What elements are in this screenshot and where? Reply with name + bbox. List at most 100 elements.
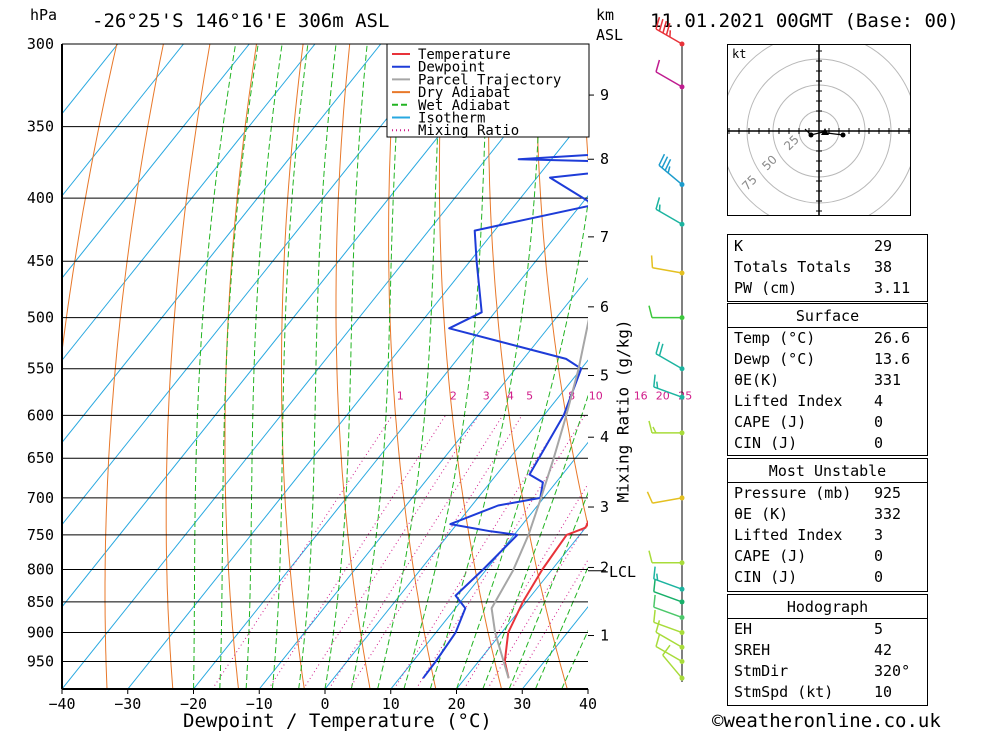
km-tick-label: 1 [600,627,609,645]
wind-barb-feather [661,156,669,169]
wind-barb-staff [653,590,683,603]
km-tick-label: 2 [600,558,609,576]
index-value: 26.6 [874,329,911,347]
wind-barb-staff [652,267,683,274]
wind-barb [655,341,685,372]
wind-barb-feather [653,374,656,387]
location-title: -26°25'S 146°16'E 306m ASL [92,10,390,32]
surface-row: Lifted Index 4 [734,391,921,412]
background-lines [62,26,720,689]
km-tick-label: 6 [600,298,609,316]
index-label: StmDir [734,662,789,680]
wet-adiabat-line [377,44,443,689]
legend-entry: Dry Adiabat [418,85,511,101]
isotherm-line [62,44,513,608]
x-tick-label: −40 [48,695,75,713]
wet-adiabat-line [456,199,588,689]
index-label: θE (K) [734,505,789,523]
wind-barb-staff [653,606,683,619]
y-tick-label: 300 [27,35,54,53]
index-label: EH [734,620,753,638]
mixing-ratio-axis-label: Mixing Ratio (g/kg) [613,319,633,503]
isotherm-line [390,441,588,689]
wind-barb-dot [679,495,685,501]
storm-motion-marker [821,128,829,135]
wind-barb-feather [656,573,659,581]
hodograph-unit: kt [732,47,747,61]
wind-barb-staff [655,631,683,648]
wind-barb-staff [655,353,683,370]
copyright-footer: ©weatheronline.co.uk [712,710,941,732]
mixing-ratio-label: 3 [483,390,490,403]
wet-adiabat-line [193,44,237,689]
table-divider [728,618,927,619]
wind-barb-dot [679,630,685,636]
wind-barb-staff [653,578,683,590]
y-tick-label: 950 [27,653,54,671]
mixing-ratio-line [463,483,588,689]
km-tick-label: 3 [600,498,609,516]
index-value: 0 [874,413,884,431]
dry-adiabat-line [438,44,502,689]
x-tick-label: 20 [447,695,465,713]
index-row-k: K 29 [734,236,921,257]
skewt-chart: 1 2 3 4 5 8 10 16 20 2530035040045050055060065070… [27,16,720,713]
wind-barb-staff [653,386,683,398]
index-value: 0 [874,434,884,452]
km-tick-label: 7 [600,228,609,246]
most-unstable-title: Most Unstable [768,462,887,480]
x-tick-label: 40 [579,695,597,713]
wet-adiabat-line [298,44,337,689]
y-tick-label: 700 [27,489,54,507]
most-unstable-row: Pressure (mb) 925 [734,483,921,504]
index-label: PW (cm) [734,279,798,297]
dry-adiabat-line [629,26,720,689]
height-unit-km: km [596,6,615,24]
mixing-ratio-label: 10 [589,390,603,403]
index-row-pw: PW (cm) 3.11 [734,278,921,299]
wet-adiabat-line [219,44,259,689]
dry-adiabat-line [104,44,164,689]
legend-entry: Wet Adiabat [418,98,511,114]
wind-barb [655,620,685,650]
wind-barb-feather [653,594,656,608]
y-tick-label: 600 [27,406,54,424]
index-value: 0 [874,547,884,565]
wind-barb-staff [655,645,683,663]
index-label: Temp (°C) [734,329,816,347]
wind-barb [658,153,685,188]
x-tick-label: 30 [513,695,531,713]
index-label: CIN (J) [734,568,798,586]
hodograph-point [808,132,814,138]
index-label: CAPE (J) [734,413,807,431]
x-axis-label: Dewpoint / Temperature (°C) [183,710,492,732]
hodograph-point [840,132,846,138]
index-value: 42 [874,641,893,659]
wind-barb-dot [679,221,685,227]
profile-series [422,153,588,679]
index-label: Pressure (mb) [734,484,852,502]
wind-barb [650,255,685,276]
isotherm-line [324,359,588,689]
hodograph-ring-label: 25 [781,132,802,153]
x-tick-label: −10 [246,695,273,713]
index-value: 10 [874,683,893,701]
legend-entry: Temperature [418,47,511,63]
mixing-ratio-label: 5 [526,390,533,403]
wind-barb-feather [655,16,661,30]
series-parcel-trajectory [490,318,588,679]
km-tick-label: 5 [600,366,609,384]
isotherm-line [127,112,588,689]
legend-entry: Dewpoint [418,60,485,76]
mixing-ratio-label: 1 [397,390,404,403]
y-tick-label: 550 [27,360,54,378]
index-value: 29 [874,237,893,255]
wind-barb [655,59,685,90]
index-label: Lifted Index [734,526,843,544]
surface-table: Surface Temp (°C) 26.6 Dewp (°C) 13.6 θE(K… [727,303,928,456]
wind-barb-dot [679,599,685,605]
wind-barb-feather [655,197,661,210]
y-tick-label: 500 [27,309,54,327]
index-value: 0 [874,568,884,586]
legend-entry: Mixing Ratio [418,123,519,139]
